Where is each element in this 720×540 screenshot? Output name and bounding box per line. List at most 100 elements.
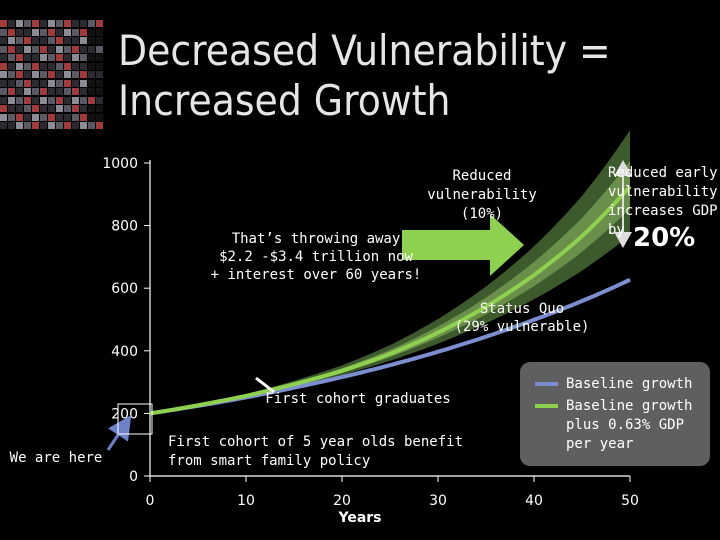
x-tick-label: 50 — [621, 493, 639, 509]
mosaic-tile — [96, 113, 103, 121]
right-arrow-icon — [402, 214, 524, 276]
mosaic-tile — [8, 113, 15, 121]
mosaic-tile — [32, 62, 39, 70]
mosaic-tile — [96, 105, 103, 113]
mosaic-tile — [80, 62, 87, 70]
mosaic-tile — [32, 96, 39, 104]
mosaic-tile — [48, 79, 55, 87]
mosaic-tile — [8, 88, 15, 96]
mosaic-tile — [32, 79, 39, 87]
mosaic-tile — [48, 20, 55, 27]
mosaic-tile — [40, 20, 47, 27]
mosaic-tile — [64, 28, 71, 36]
mosaic-tile — [64, 20, 71, 27]
mosaic-tile — [48, 88, 55, 96]
mosaic-tile — [96, 71, 103, 79]
mosaic-tile — [96, 79, 103, 87]
mosaic-tile — [88, 28, 95, 36]
mosaic-tile — [56, 28, 63, 36]
mosaic-tile — [24, 113, 31, 121]
x-tick-label: 40 — [525, 493, 543, 509]
y-tick-label: 800 — [111, 219, 138, 235]
mosaic-tile — [40, 28, 47, 36]
mosaic-tile — [48, 105, 55, 113]
mosaic-tile — [32, 122, 39, 130]
mosaic-tile — [8, 71, 15, 79]
y-tick-label: 0 — [129, 469, 138, 485]
mosaic-tile — [24, 122, 31, 130]
mosaic-tile — [32, 45, 39, 53]
current-point-box — [117, 403, 153, 435]
mosaic-tile — [32, 54, 39, 62]
mosaic-tile — [48, 28, 55, 36]
mosaic-tile — [80, 79, 87, 87]
mosaic-tile — [56, 20, 63, 27]
mosaic-tile — [88, 113, 95, 121]
mosaic-tile — [88, 45, 95, 53]
mosaic-tile — [0, 37, 7, 45]
mosaic-tile — [96, 122, 103, 130]
mosaic-tile — [96, 45, 103, 53]
mosaic-tile — [64, 45, 71, 53]
mosaic-tile — [24, 79, 31, 87]
mosaic-tile — [88, 88, 95, 96]
mosaic-tile — [72, 62, 79, 70]
mosaic-tile — [8, 37, 15, 45]
mosaic-tile — [56, 37, 63, 45]
mosaic-tile — [88, 20, 95, 27]
mosaic-tile — [0, 45, 7, 53]
mosaic-tile — [72, 105, 79, 113]
mosaic-tile — [80, 122, 87, 130]
mosaic-tile — [0, 105, 7, 113]
double-arrow-icon — [614, 160, 632, 248]
y-tick-label: 1000 — [102, 156, 138, 172]
mosaic-tile — [64, 62, 71, 70]
mosaic-tile — [72, 20, 79, 27]
x-axis-label: Years — [337, 510, 381, 526]
mosaic-tile — [8, 105, 15, 113]
x-tick-label: 0 — [146, 493, 155, 509]
slide-title: Decreased Vulnerability = Increased Grow… — [118, 26, 611, 126]
mosaic-tile — [8, 54, 15, 62]
mosaic-tile — [32, 88, 39, 96]
mosaic-tile — [8, 20, 15, 27]
mosaic-tile — [24, 88, 31, 96]
mosaic-tile — [0, 71, 7, 79]
mosaic-tile — [32, 37, 39, 45]
mosaic-tile — [64, 79, 71, 87]
mosaic-tile — [16, 122, 23, 130]
mosaic-tile — [24, 62, 31, 70]
mosaic-tile — [72, 113, 79, 121]
mosaic-tile — [24, 71, 31, 79]
first-cohort-graduates-label: First cohort graduates — [265, 391, 450, 407]
mosaic-tile — [80, 113, 87, 121]
mosaic-tile — [56, 62, 63, 70]
mosaic-tile — [80, 45, 87, 53]
graduation-marker — [255, 376, 275, 394]
mosaic-tile — [0, 20, 7, 27]
mosaic-tile — [64, 54, 71, 62]
mosaic-tile — [80, 105, 87, 113]
mosaic-tile — [0, 79, 7, 87]
mosaic-tile — [40, 54, 47, 62]
mosaic-tile — [96, 54, 103, 62]
mosaic-tile — [48, 37, 55, 45]
mosaic-tile — [0, 62, 7, 70]
mosaic-tile — [0, 122, 7, 130]
mosaic-tile — [48, 96, 55, 104]
mosaic-tile — [48, 71, 55, 79]
mosaic-tile — [16, 54, 23, 62]
mosaic-tile — [56, 96, 63, 104]
we-are-here-label: We are here — [10, 450, 103, 466]
mosaic-tile — [16, 105, 23, 113]
mosaic-tile — [56, 45, 63, 53]
mosaic-tile — [8, 45, 15, 53]
mosaic-tile — [56, 79, 63, 87]
mosaic-tile — [40, 96, 47, 104]
reduced-vulnerability-label: Reduced vulnerability (10%) — [427, 168, 537, 222]
mosaic-tile — [96, 88, 103, 96]
mosaic-tile — [0, 113, 7, 121]
mosaic-tile — [16, 37, 23, 45]
legend-label-boosted: Baseline growth plus 0.63% GDP per year — [566, 398, 692, 452]
mosaic-tile — [56, 71, 63, 79]
